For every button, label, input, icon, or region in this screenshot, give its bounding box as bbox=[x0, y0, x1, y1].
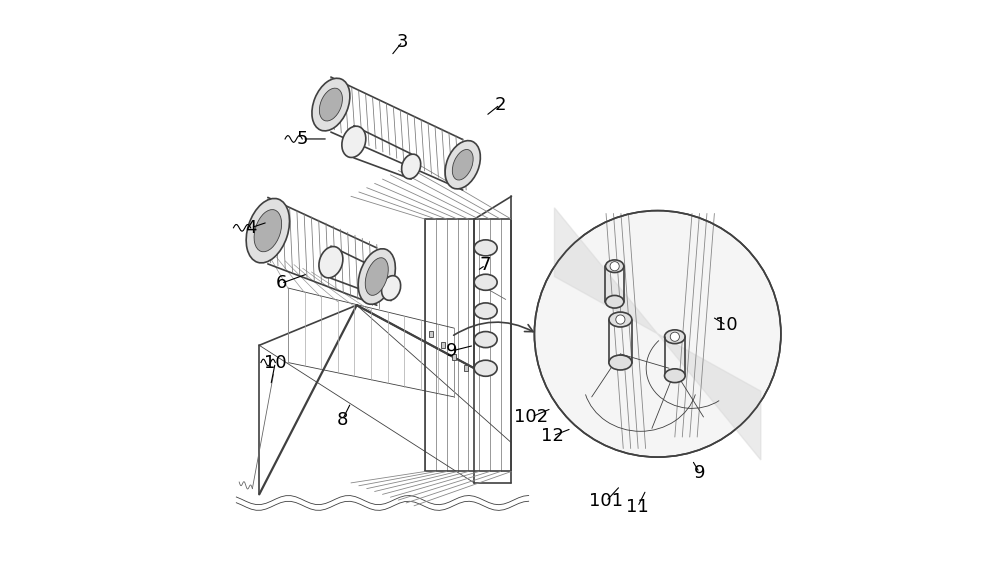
Bar bbox=[452, 354, 456, 359]
Ellipse shape bbox=[254, 210, 282, 252]
Text: 12: 12 bbox=[541, 427, 564, 445]
Ellipse shape bbox=[665, 330, 685, 344]
Ellipse shape bbox=[474, 274, 497, 290]
Ellipse shape bbox=[358, 249, 395, 304]
Text: 4: 4 bbox=[245, 219, 256, 237]
Ellipse shape bbox=[605, 260, 624, 272]
Ellipse shape bbox=[474, 303, 497, 319]
Ellipse shape bbox=[474, 240, 497, 256]
Ellipse shape bbox=[312, 78, 350, 131]
Ellipse shape bbox=[616, 315, 625, 324]
Ellipse shape bbox=[445, 141, 480, 189]
Ellipse shape bbox=[609, 355, 632, 370]
Text: 101: 101 bbox=[589, 492, 623, 510]
Text: 5: 5 bbox=[296, 130, 308, 148]
Text: 10: 10 bbox=[715, 316, 738, 334]
Bar bbox=[464, 365, 468, 371]
Text: 10: 10 bbox=[264, 354, 287, 372]
Ellipse shape bbox=[246, 199, 290, 263]
Ellipse shape bbox=[605, 295, 624, 308]
Ellipse shape bbox=[609, 312, 632, 327]
Ellipse shape bbox=[319, 88, 342, 121]
Ellipse shape bbox=[319, 247, 343, 278]
Ellipse shape bbox=[665, 369, 685, 382]
Ellipse shape bbox=[342, 126, 366, 157]
Ellipse shape bbox=[474, 360, 497, 376]
Ellipse shape bbox=[365, 257, 388, 295]
Ellipse shape bbox=[474, 332, 497, 347]
Bar bbox=[429, 331, 433, 337]
Text: 9: 9 bbox=[446, 342, 457, 360]
Ellipse shape bbox=[610, 262, 619, 271]
Circle shape bbox=[534, 211, 781, 457]
Text: 2: 2 bbox=[494, 96, 506, 113]
Ellipse shape bbox=[402, 154, 421, 179]
Text: 8: 8 bbox=[337, 411, 348, 429]
Polygon shape bbox=[554, 208, 761, 460]
Ellipse shape bbox=[452, 150, 473, 180]
Text: 102: 102 bbox=[514, 408, 549, 426]
FancyArrowPatch shape bbox=[454, 322, 533, 335]
Ellipse shape bbox=[670, 332, 679, 342]
Bar bbox=[441, 343, 445, 348]
Text: 9: 9 bbox=[694, 464, 705, 482]
Ellipse shape bbox=[382, 276, 401, 300]
Text: 3: 3 bbox=[397, 32, 408, 51]
Text: 6: 6 bbox=[275, 274, 287, 293]
Text: 11: 11 bbox=[626, 498, 649, 516]
Text: 7: 7 bbox=[480, 256, 491, 274]
